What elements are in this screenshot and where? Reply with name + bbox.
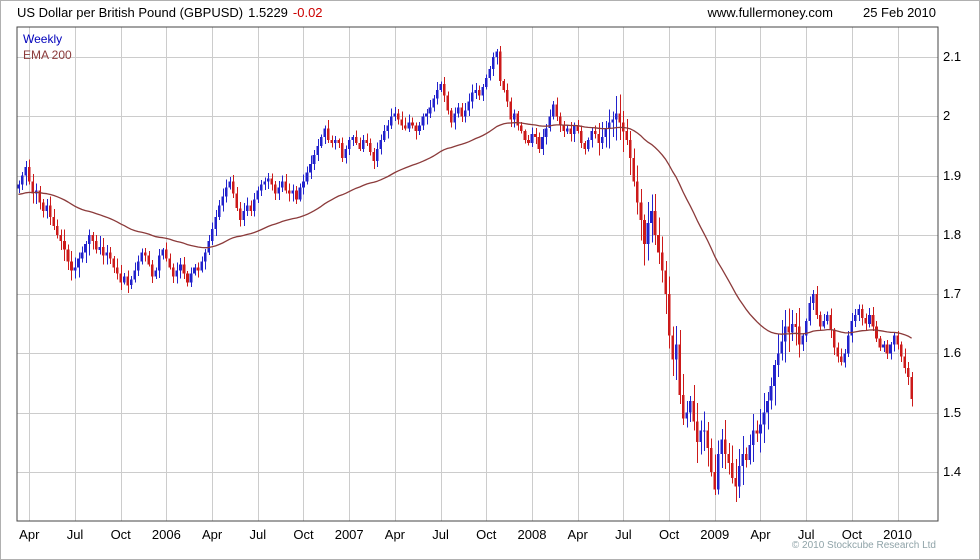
legend-ema-label: EMA 200 bbox=[23, 48, 72, 62]
y-tick-label: 1.9 bbox=[943, 167, 962, 183]
chart-date: 25 Feb 2010 bbox=[862, 5, 936, 20]
x-tick-label: 2009 bbox=[700, 527, 730, 542]
last-price: 1.5229 bbox=[248, 5, 288, 20]
y-tick-label: 1.6 bbox=[943, 345, 962, 361]
y-tick-label: 2.1 bbox=[943, 49, 962, 65]
source-group: www.fullermoney.com 25 Feb 2010 bbox=[678, 5, 936, 20]
chart-title: US Dollar per British Pound (GBPUSD) bbox=[17, 5, 244, 20]
website-text: www.fullermoney.com bbox=[707, 5, 833, 20]
copyright-notice: © 2010 Stockcube Research Ltd bbox=[791, 540, 936, 551]
x-tick-label: Oct bbox=[476, 527, 497, 542]
x-tick-label: 2007 bbox=[334, 527, 364, 542]
chart-legend: Weekly EMA 200 bbox=[23, 31, 72, 63]
x-tick-label: Jul bbox=[615, 527, 632, 542]
x-tick-label: Jul bbox=[66, 527, 84, 542]
x-tick-label: Oct bbox=[110, 527, 131, 542]
y-tick-label: 1.7 bbox=[943, 286, 962, 302]
x-tick-label: Jul bbox=[432, 527, 449, 542]
x-tick-label: Oct bbox=[658, 527, 680, 542]
y-tick-label: 1.5 bbox=[943, 404, 962, 420]
y-tick-label: 1.8 bbox=[943, 226, 962, 242]
x-tick-label: Jul bbox=[797, 527, 815, 542]
x-tick-label: Apr bbox=[201, 527, 223, 542]
y-tick-label: 1.4 bbox=[943, 463, 962, 479]
x-tick-label: Oct bbox=[293, 527, 314, 542]
title-group: US Dollar per British Pound (GBPUSD) 1.52… bbox=[17, 5, 328, 20]
x-tick-label: 2008 bbox=[517, 527, 547, 542]
price-change: -0.02 bbox=[292, 5, 323, 20]
chart-header: US Dollar per British Pound (GBPUSD) 1.52… bbox=[17, 5, 936, 23]
x-tick-label: Apr bbox=[19, 527, 40, 542]
x-tick-label: Oct bbox=[841, 527, 862, 542]
x-tick-label: Apr bbox=[750, 527, 771, 542]
x-tick-label: 2010 bbox=[883, 527, 913, 542]
legend-weekly-label: Weekly bbox=[23, 32, 63, 46]
x-tick-label: Apr bbox=[384, 527, 406, 542]
y-tick-label: 2 bbox=[943, 108, 951, 124]
x-tick-label: Apr bbox=[567, 527, 588, 542]
x-tick-label: 2006 bbox=[151, 527, 181, 542]
x-tick-label: Jul bbox=[249, 527, 267, 542]
